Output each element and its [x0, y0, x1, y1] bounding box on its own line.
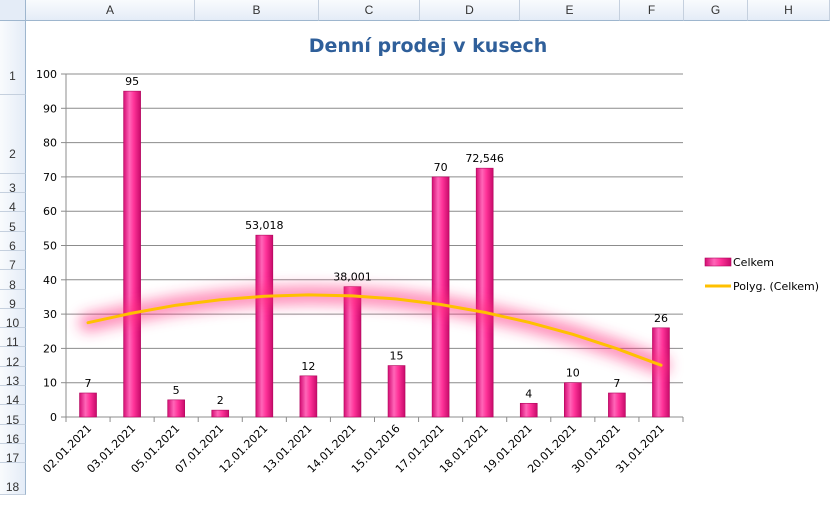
- row-header-12[interactable]: 12: [0, 347, 26, 369]
- y-tick-label: 40: [43, 274, 57, 287]
- y-tick-label: 60: [43, 205, 57, 218]
- data-label: 4: [525, 387, 532, 400]
- y-tick-label: 20: [43, 342, 57, 355]
- column-header-f[interactable]: F: [620, 0, 684, 21]
- y-tick-label: 50: [43, 240, 57, 253]
- row-header-14[interactable]: 14: [0, 386, 26, 407]
- bar[interactable]: [608, 392, 626, 418]
- bar[interactable]: [167, 399, 185, 418]
- data-label: 38,001: [333, 271, 372, 284]
- row-header-15[interactable]: 15: [0, 405, 26, 427]
- data-label: 15: [390, 350, 404, 363]
- y-tick-label: 90: [43, 102, 57, 115]
- y-tick-label: 70: [43, 171, 57, 184]
- bar[interactable]: [343, 286, 362, 418]
- legend-swatch-celkem: [704, 257, 732, 267]
- y-tick-label: 10: [43, 377, 57, 390]
- row-header-3[interactable]: 3: [0, 174, 26, 195]
- bar[interactable]: [79, 392, 97, 418]
- data-labels: 7 95 5 2 53,018 12 38,001 15 70 72,546 4 10 7 26: [85, 75, 668, 407]
- x-axis-ticks: 02.01.202103.01.202105.01.202107.01.2021…: [40, 422, 667, 476]
- row-header-18[interactable]: 18: [0, 463, 26, 495]
- select-all-corner[interactable]: [0, 0, 26, 21]
- y-tick-label: 80: [43, 137, 57, 150]
- data-label: 7: [85, 377, 92, 390]
- legend-label-trendline: Polyg. (Celkem): [733, 280, 819, 293]
- bar[interactable]: [255, 234, 274, 418]
- legend: Celkem Polyg. (Celkem): [704, 256, 819, 293]
- gridlines: [61, 73, 684, 422]
- row-header-10[interactable]: 10: [0, 309, 26, 330]
- row-header-13[interactable]: 13: [0, 367, 26, 388]
- row-header-16[interactable]: 16: [0, 425, 26, 446]
- row-header-4[interactable]: 4: [0, 193, 26, 214]
- bar[interactable]: [519, 402, 538, 418]
- bar[interactable]: [387, 365, 406, 418]
- legend-label-celkem: Celkem: [733, 256, 774, 269]
- trendline: [79, 285, 670, 375]
- data-label: 10: [566, 367, 580, 380]
- bar[interactable]: [211, 409, 230, 418]
- trendline-path: [86, 293, 663, 367]
- data-label: 26: [654, 312, 668, 325]
- data-label: 95: [125, 75, 139, 88]
- column-header-a[interactable]: A: [26, 0, 195, 21]
- data-label: 53,018: [245, 219, 284, 232]
- bar[interactable]: [123, 90, 141, 418]
- row-header-11[interactable]: 11: [0, 328, 26, 349]
- y-tick-label: 0: [50, 411, 57, 424]
- data-label: 5: [173, 384, 180, 397]
- column-header-d[interactable]: D: [420, 0, 520, 21]
- data-label: 12: [301, 360, 315, 373]
- y-tick-label: 30: [43, 308, 57, 321]
- bar[interactable]: [299, 375, 318, 418]
- y-axis-ticks: 0 10 20 30 40 50 60 70 80 90 100: [36, 68, 57, 424]
- column-header-g[interactable]: G: [684, 0, 748, 21]
- row-header-2[interactable]: 2: [0, 95, 26, 174]
- data-label: 2: [217, 394, 224, 407]
- data-label: 72,546: [465, 152, 504, 165]
- row-header-7[interactable]: 7: [0, 251, 26, 272]
- column-header-h[interactable]: H: [748, 0, 830, 21]
- bar[interactable]: [564, 382, 582, 418]
- chart-title: Denní prodej v kusech: [309, 35, 548, 57]
- row-header-8[interactable]: 8: [0, 270, 26, 292]
- chart-svg: Denní prodej v kusech 0 10 20 30 40 50 60 70 80 9…: [36, 35, 819, 476]
- y-tick-label: 100: [36, 68, 57, 81]
- row-header-17[interactable]: 17: [0, 444, 26, 465]
- column-header-b[interactable]: B: [195, 0, 319, 21]
- row-header-6[interactable]: 6: [0, 232, 26, 253]
- chart-area[interactable]: Denní prodej v kusech 0 10 20 30 40 50 60 70 80 9…: [26, 21, 830, 495]
- data-label: 70: [434, 161, 448, 174]
- row-header-5[interactable]: 5: [0, 212, 26, 234]
- data-label: 7: [613, 377, 620, 390]
- bar-series: [79, 90, 670, 418]
- bar[interactable]: [475, 167, 494, 418]
- row-header-1[interactable]: 1: [0, 21, 26, 95]
- column-header-e[interactable]: E: [520, 0, 620, 21]
- column-header-c[interactable]: C: [319, 0, 420, 21]
- row-header-9[interactable]: 9: [0, 290, 26, 311]
